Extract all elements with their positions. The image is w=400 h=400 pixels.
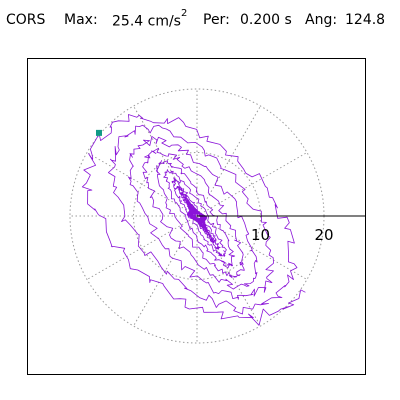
period-value: 0.200 s xyxy=(240,12,292,28)
max-label: Max: xyxy=(64,12,98,28)
grid-radial-line xyxy=(133,215,198,327)
max-value-text: 25.4 cm/s xyxy=(112,13,181,30)
grid-radial-line xyxy=(86,215,198,280)
ring-tick-label: 20 xyxy=(314,226,333,244)
angle-value: 124.8 xyxy=(345,12,386,28)
station-code: CORS xyxy=(6,12,46,28)
start-marker xyxy=(95,129,102,136)
plot-header: CORS Max: 25.4 cm/s2 Per: 0.200 s Ang: 1… xyxy=(0,8,400,34)
grid-radial-line xyxy=(196,215,308,280)
grid-radial-line xyxy=(196,152,308,217)
angle-label: Ang: xyxy=(305,12,338,28)
grid-radial-line xyxy=(196,105,261,217)
ring-tick-label: 10 xyxy=(251,226,270,244)
max-value: 25.4 cm/s2 xyxy=(112,8,187,30)
period-label: Per: xyxy=(203,12,230,28)
orbit-trace xyxy=(81,114,306,326)
max-exponent: 2 xyxy=(180,8,188,19)
